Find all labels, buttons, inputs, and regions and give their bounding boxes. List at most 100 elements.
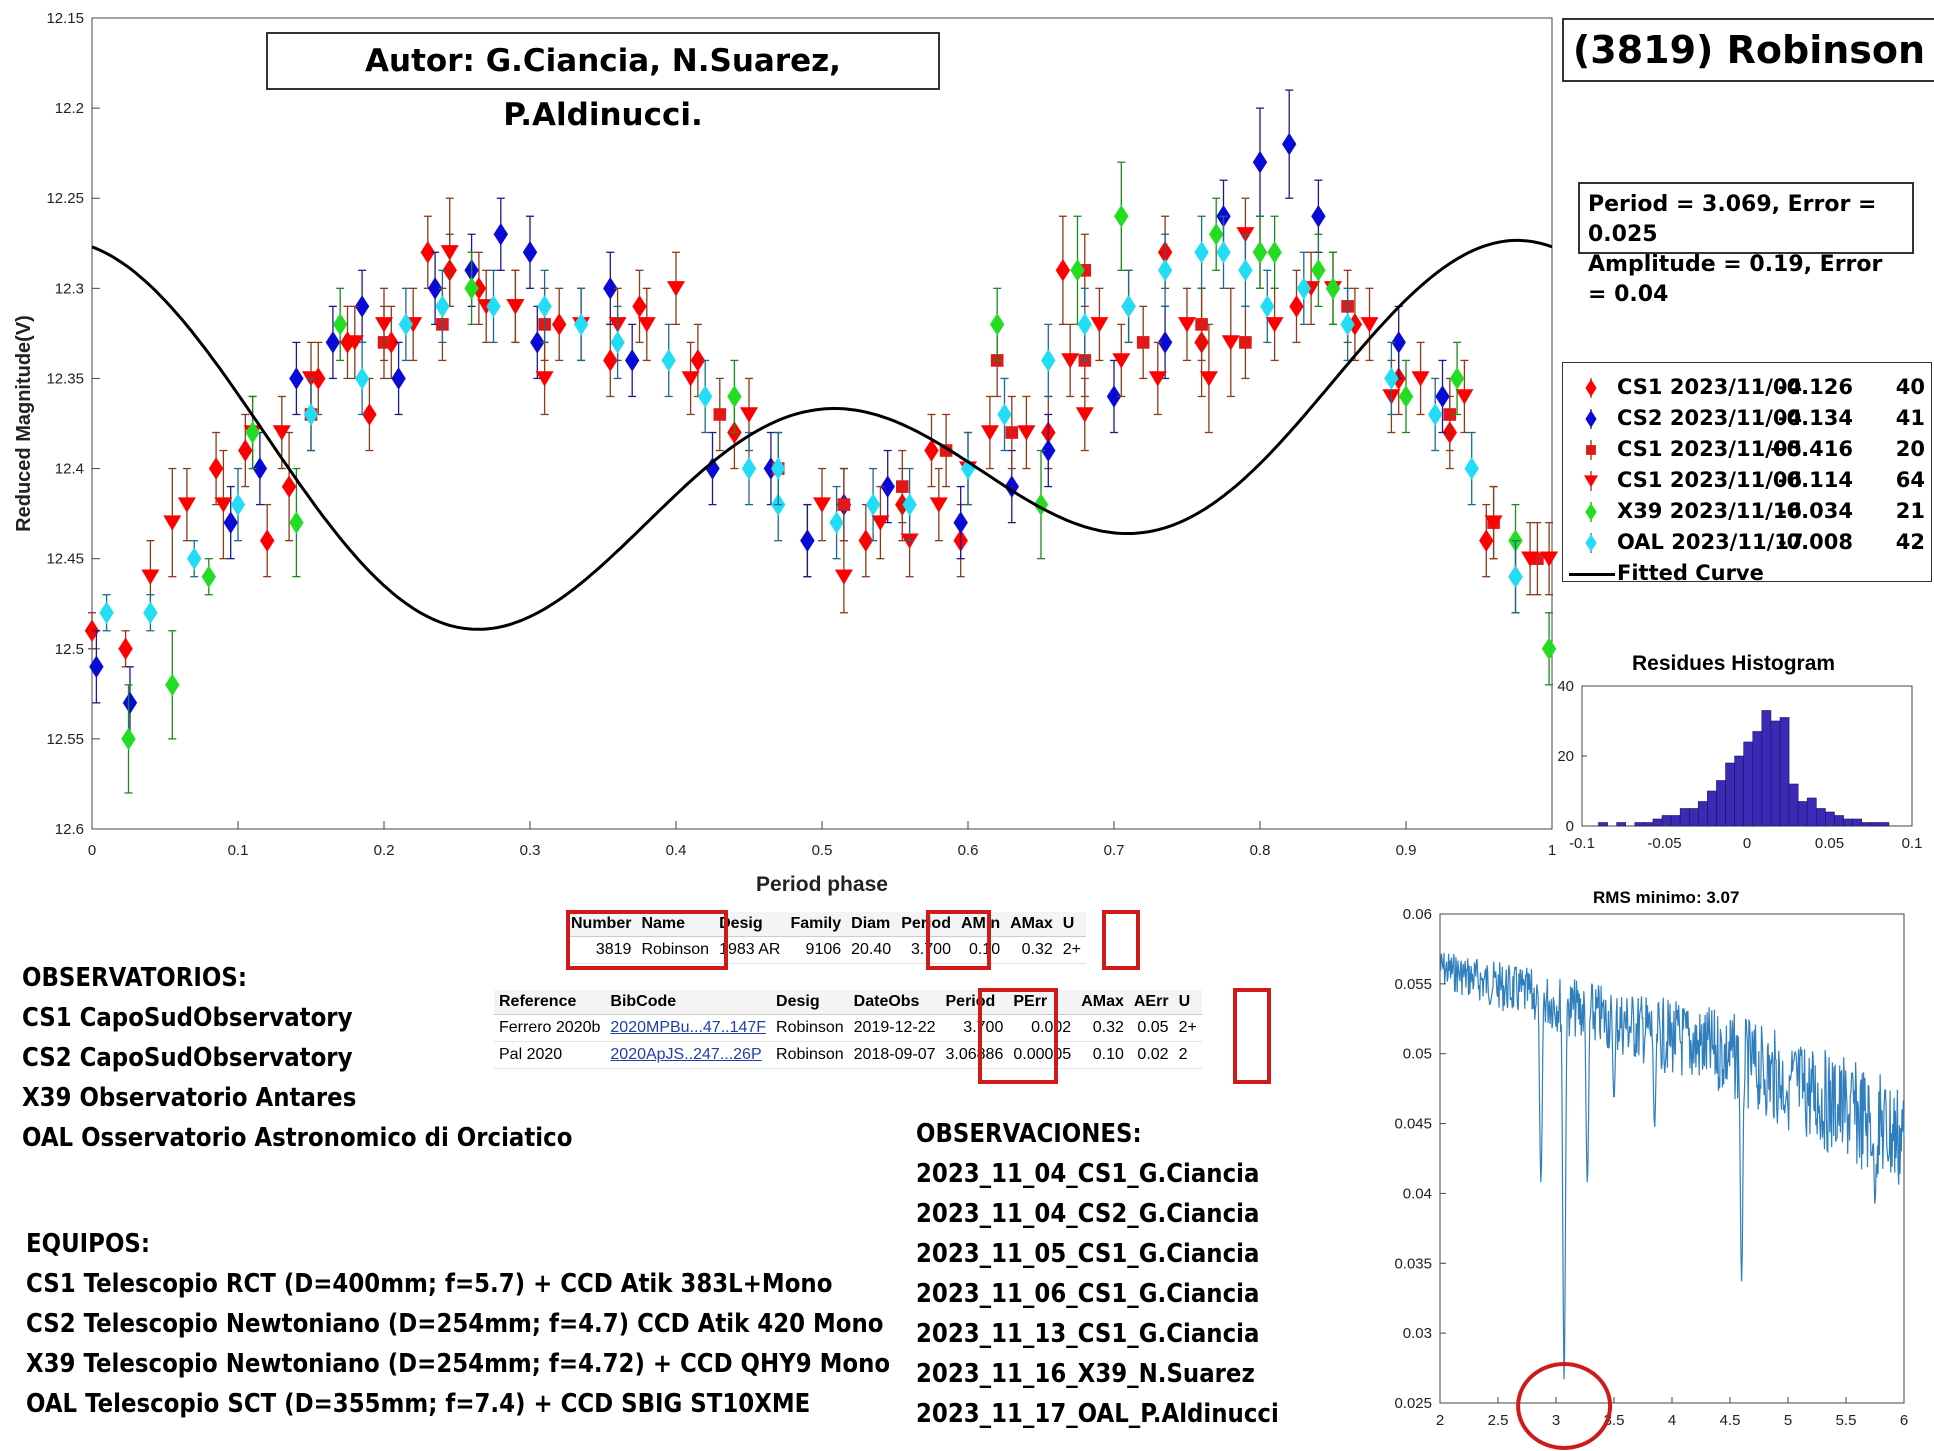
point-marker <box>1267 241 1282 264</box>
x-tick-label: 0.4 <box>666 842 687 859</box>
point-marker <box>1340 313 1355 336</box>
data-point <box>1121 269 1136 344</box>
equipo-item: CS1 Telescopio RCT (D=400mm; f=5.7) + CC… <box>26 1269 833 1299</box>
hist-y-tick-label: 40 <box>1557 678 1574 695</box>
point-marker <box>1070 259 1085 282</box>
point-marker <box>865 493 881 516</box>
point-marker <box>713 408 727 421</box>
rms-x-tick-label: 5.5 <box>1836 1412 1857 1429</box>
rms-y-tick-label: 0.055 <box>1394 976 1432 993</box>
cell-desig: Robinson <box>771 1014 849 1042</box>
data-point <box>1077 287 1092 362</box>
histogram-bar <box>1779 717 1790 827</box>
data-point <box>486 269 501 344</box>
data-point <box>143 594 158 632</box>
data-point <box>201 558 216 596</box>
rms-y-tick-label: 0.03 <box>1403 1325 1432 1342</box>
y-tick-label: 12.15 <box>46 10 84 27</box>
rms-y-tick-label: 0.035 <box>1394 1255 1432 1272</box>
bibcode-link[interactable]: 2020ApJS..247...26P <box>605 1041 772 1069</box>
rms-y-tick-label: 0.06 <box>1403 906 1432 923</box>
point-marker <box>829 511 844 534</box>
highlight-ref-u <box>1233 988 1271 1084</box>
col-amax: AMax <box>1005 912 1058 937</box>
point-marker <box>1148 371 1167 387</box>
rms-x-tick-label: 2.5 <box>1488 1412 1509 1429</box>
data-point <box>303 377 319 452</box>
col-perr: PErr <box>1008 990 1077 1015</box>
observatorio-item: OAL Osservatorio Astronomico di Orciatic… <box>22 1123 573 1153</box>
observacion-item: 2023_11_04_CS2_G.Ciancia <box>916 1199 1260 1229</box>
data-point <box>420 215 435 289</box>
data-point <box>375 287 393 362</box>
point-marker <box>690 349 706 372</box>
data-point <box>1041 413 1056 488</box>
point-marker <box>1195 318 1208 331</box>
point-marker <box>1121 295 1136 318</box>
point-marker <box>637 317 656 333</box>
legend-offset: -0.114 <box>1777 468 1853 492</box>
histogram-bar <box>1843 818 1853 827</box>
point-marker <box>661 349 676 372</box>
col-reference: Reference <box>494 990 606 1015</box>
bibcode-link[interactable]: 2020MPBu...47..147F <box>605 1014 772 1042</box>
cell-aerr: 0.02 <box>1128 1041 1174 1069</box>
legend-count: 42 <box>1895 530 1925 554</box>
rms-x-tick-label: 4.5 <box>1720 1412 1741 1429</box>
cell-reference: Pal 2020 <box>494 1041 606 1069</box>
data-point <box>281 431 297 542</box>
point-marker <box>1005 426 1019 439</box>
col-bibcode: BibCode <box>605 990 772 1015</box>
data-point <box>362 377 377 452</box>
observatorios-block: OBSERVATORIOS: CS1 CapoSudObservatory CS… <box>22 958 572 1158</box>
point-marker <box>493 223 508 246</box>
data-point <box>1428 377 1443 452</box>
observaciones-block: OBSERVACIONES: 2023_11_04_CS1_G.Ciancia … <box>916 1114 1279 1434</box>
point-marker <box>632 295 647 318</box>
rms-y-tick-label: 0.045 <box>1394 1116 1432 1133</box>
y-tick-label: 12.35 <box>46 370 84 387</box>
data-point <box>1541 612 1557 686</box>
point-marker <box>1484 515 1503 531</box>
rms-x-tick-label: 3 <box>1552 1412 1560 1429</box>
point-marker <box>740 407 758 423</box>
point-marker <box>1289 295 1304 318</box>
data-point <box>637 287 656 362</box>
legend-entry: Fitted Curve <box>1563 559 1933 589</box>
point-marker <box>1443 408 1457 421</box>
data-point <box>1061 323 1080 398</box>
histogram-bar <box>1616 822 1627 827</box>
data-point <box>1260 269 1275 344</box>
point-marker <box>1265 317 1284 333</box>
histogram-bar <box>1707 790 1717 827</box>
rms-title: RMS minimo: 3.07 <box>1593 888 1740 907</box>
data-point <box>1311 233 1326 308</box>
histogram-bar <box>1652 818 1663 827</box>
histogram-bar <box>1797 801 1808 827</box>
y-tick-label: 12.3 <box>55 280 84 297</box>
point-marker <box>1260 295 1275 318</box>
highlight-u <box>1102 910 1140 970</box>
point-marker <box>871 515 890 531</box>
cell-amin: 0.10 <box>955 936 1006 964</box>
col-diam: Diam <box>846 912 897 937</box>
observacion-item: 2023_11_16_X39_N.Suarez <box>916 1359 1255 1389</box>
col-desig: Desig <box>771 990 849 1015</box>
rms-y-tick-label: 0.05 <box>1403 1046 1432 1063</box>
point-marker <box>1508 565 1523 588</box>
data-point <box>865 467 881 542</box>
col-name: Name <box>636 912 715 937</box>
point-marker <box>141 569 160 585</box>
legend-marker <box>1585 378 1597 398</box>
y-tick-label: 12.25 <box>46 190 84 207</box>
histogram-bar <box>1861 822 1872 827</box>
point-marker <box>420 241 435 264</box>
histogram-bar <box>1879 822 1890 827</box>
point-marker <box>1391 331 1406 354</box>
data-point <box>1282 89 1297 199</box>
point-marker <box>573 313 589 336</box>
x-tick-label: 0.1 <box>228 842 249 859</box>
data-point <box>398 287 414 362</box>
observacion-item: 2023_11_04_CS1_G.Ciancia <box>916 1159 1260 1189</box>
point-marker <box>471 277 487 300</box>
